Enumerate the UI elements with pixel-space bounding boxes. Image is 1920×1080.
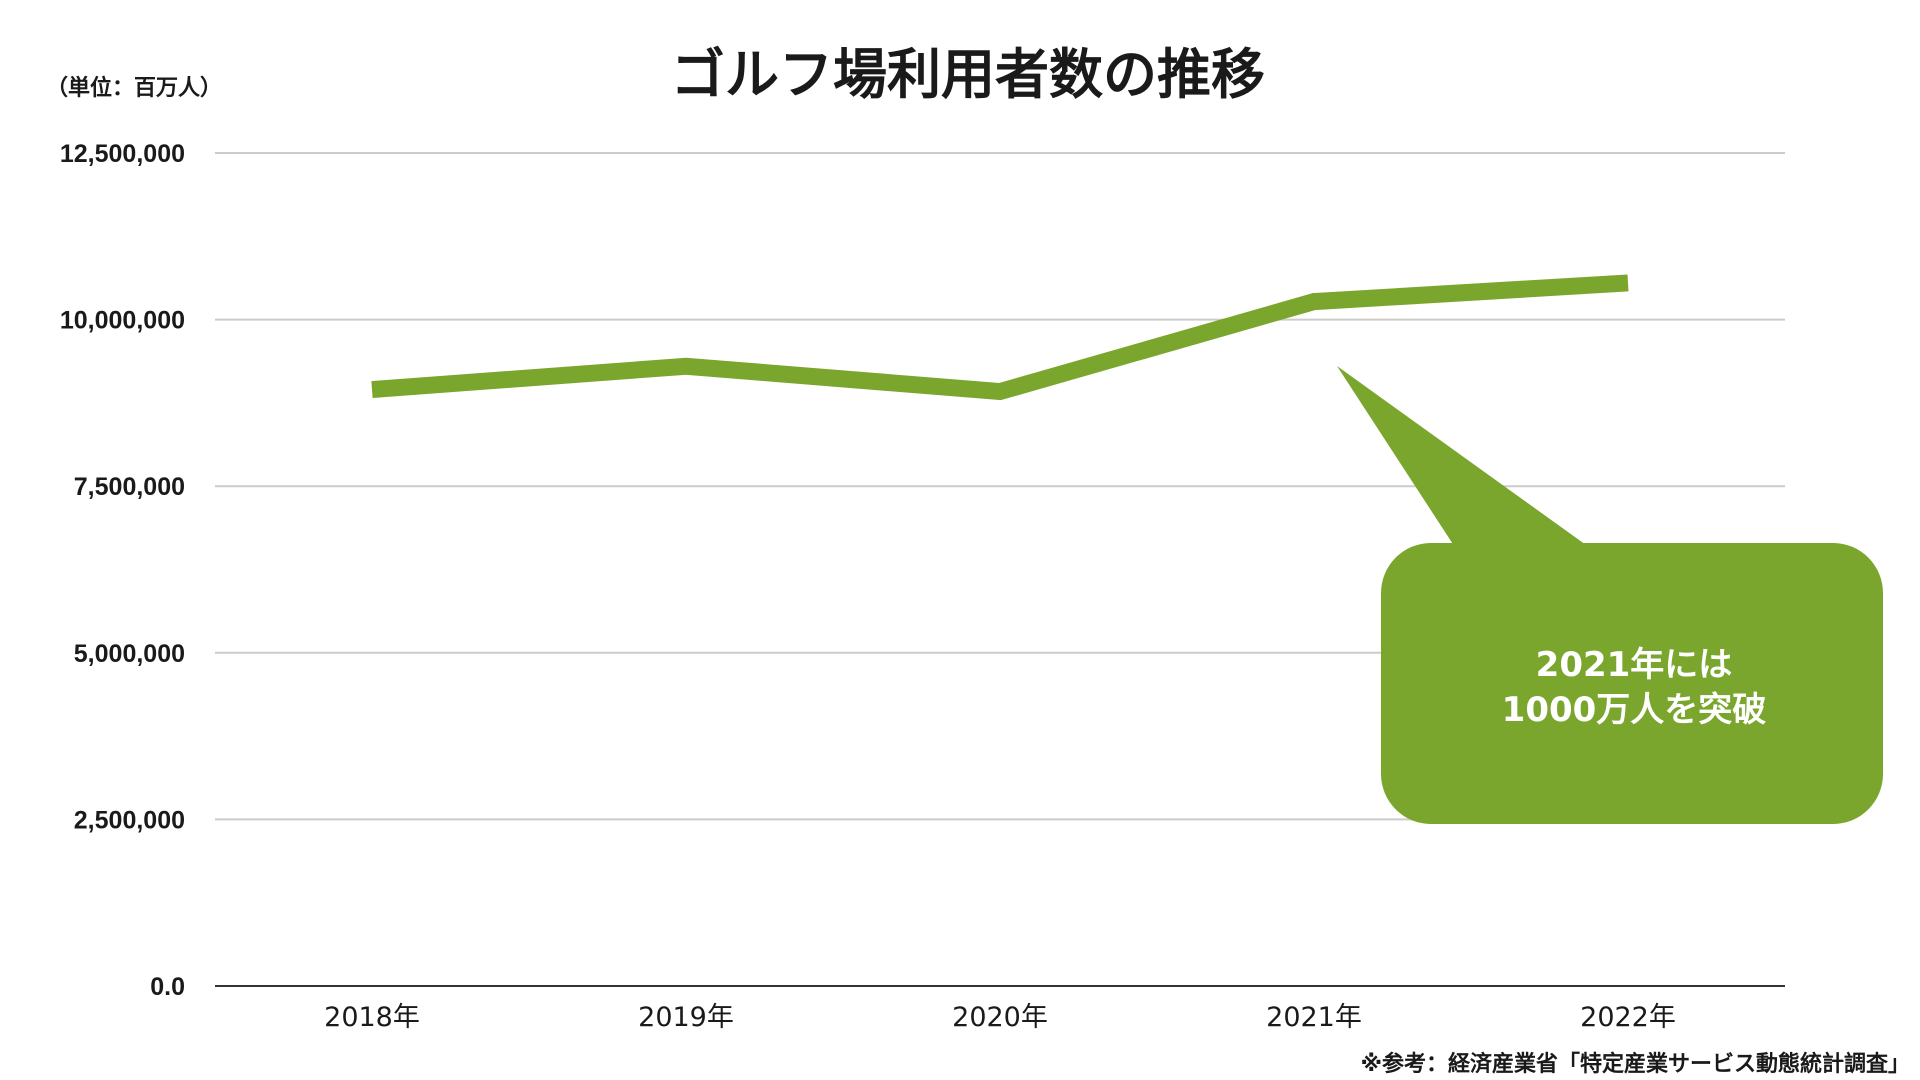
y-tick-label: 7,500,000 [74, 473, 185, 501]
callout-line-1: 2021年には [1536, 645, 1733, 685]
y-tick-label: 2,500,000 [74, 806, 185, 834]
callout-tail [1337, 366, 1600, 555]
callout-box [1381, 543, 1883, 824]
source-note: ※参考：経済産業省「特定産業サービス動態統計調査」 [1361, 1051, 1910, 1077]
y-tick-label: 10,000,000 [60, 307, 185, 335]
x-tick-label: 2021年 [1266, 1002, 1362, 1033]
gridlines [215, 152, 1785, 987]
y-tick-label: 0.0 [150, 973, 185, 1001]
x-tick-label: 2020年 [952, 1002, 1048, 1033]
callout-line-2: 1000万人を突破 [1502, 690, 1767, 730]
x-tick-label: 2019年 [638, 1002, 734, 1033]
x-tick-label: 2018年 [324, 1002, 420, 1033]
y-tick-label: 12,500,000 [60, 140, 185, 168]
y-tick-label: 5,000,000 [74, 640, 185, 668]
unit-label: （単位：百万人） [46, 75, 222, 101]
chart-title: ゴルフ場利用者数の推移 [671, 43, 1265, 106]
x-axis-tick-labels: 2018年 2019年 2020年 2021年 2022年 [324, 1002, 1676, 1033]
series-layer [371, 274, 1629, 401]
y-axis-tick-labels: 0.0 2,500,000 5,000,000 7,500,000 10,000,000… [60, 140, 185, 1001]
series-line [371, 274, 1629, 401]
callout-bubble: 2021年には 1000万人を突破 [1337, 366, 1883, 824]
x-tick-label: 2022年 [1580, 1002, 1676, 1033]
